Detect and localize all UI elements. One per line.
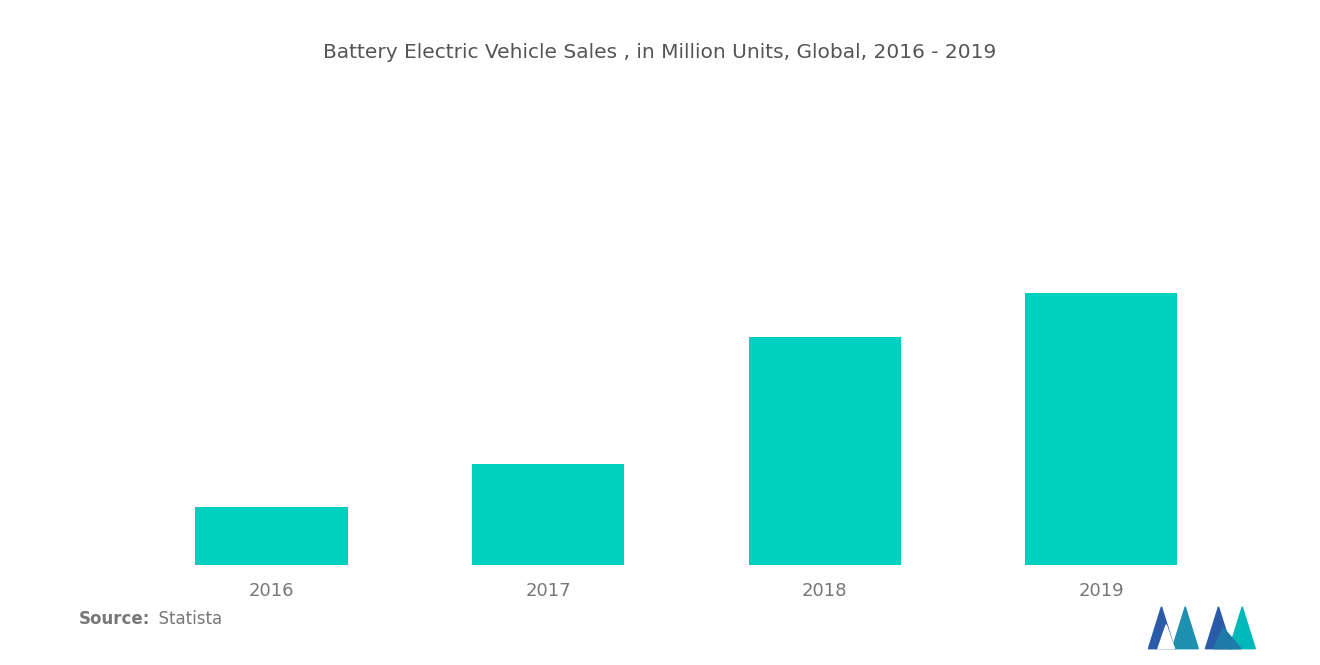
Bar [748, 336, 900, 565]
Text: Statista: Statista [148, 610, 222, 628]
Text: Source:: Source: [79, 610, 150, 628]
Polygon shape [1214, 628, 1241, 649]
Bar [473, 464, 624, 565]
Bar [1026, 293, 1177, 565]
Bar [195, 507, 347, 565]
Polygon shape [1205, 606, 1232, 649]
Polygon shape [1148, 606, 1175, 649]
Text: Battery Electric Vehicle Sales , in Million Units, Global, 2016 - 2019: Battery Electric Vehicle Sales , in Mill… [323, 43, 997, 63]
Polygon shape [1158, 625, 1175, 649]
Polygon shape [1172, 606, 1199, 649]
Polygon shape [1229, 606, 1255, 649]
